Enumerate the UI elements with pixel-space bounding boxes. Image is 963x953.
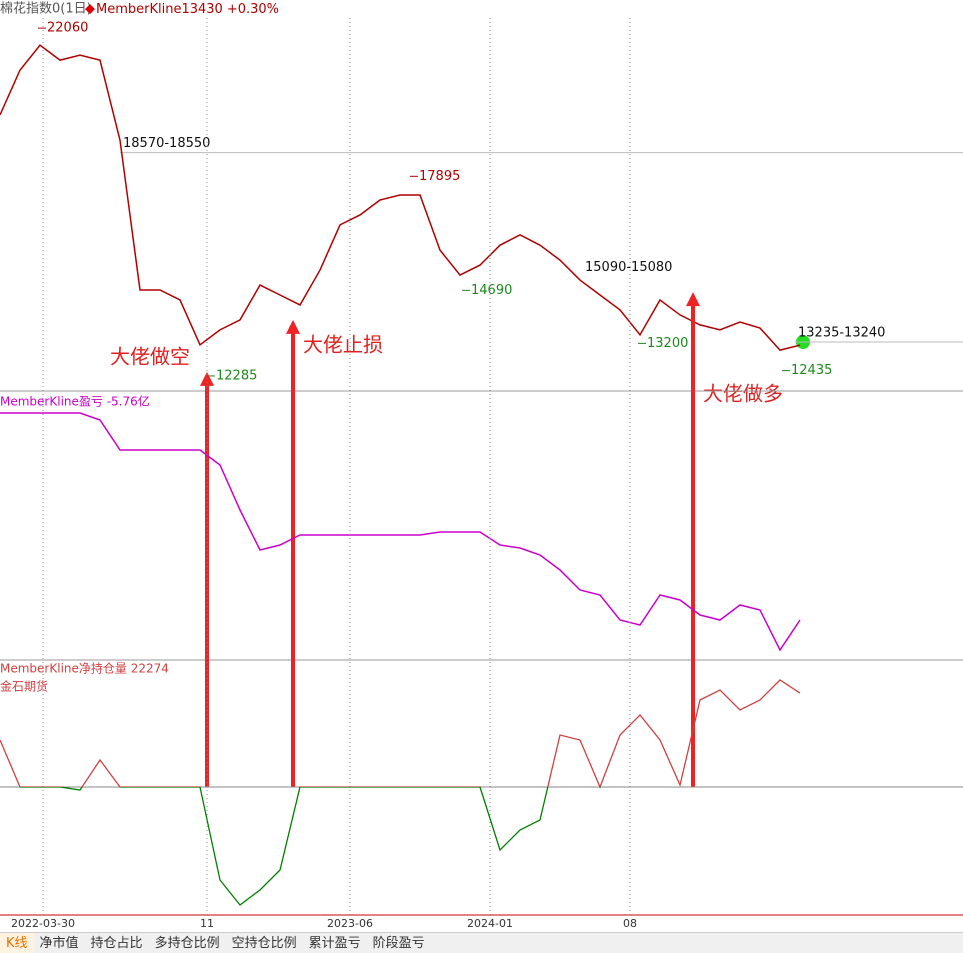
- arrow-label: 大佬做空: [110, 345, 190, 369]
- series-line: [19, 786, 681, 906]
- arrow-label: 大佬止损: [303, 333, 383, 357]
- point-label: 12435: [791, 363, 832, 378]
- chart: 棉花指数0(1日) ◆ MemberKline13430 +0.30% 大佬做空 …: [0, 1, 963, 930]
- series-line: [0, 679, 801, 787]
- tab[interactable]: 多持仓比例: [154, 936, 220, 951]
- tab[interactable]: 累计盈亏: [308, 936, 361, 951]
- x-tick-label: 2024-01: [467, 917, 513, 930]
- arrow-head: [686, 292, 700, 307]
- panel-title: MemberKline盈亏 -5.76亿: [0, 394, 150, 409]
- change: +0.30%: [227, 2, 279, 17]
- point-label: 17895: [419, 169, 460, 184]
- level-label: 15090-15080: [585, 260, 672, 275]
- level-label: 18570-18550: [123, 136, 210, 151]
- x-tick-label: 2023-06: [327, 917, 373, 930]
- tab[interactable]: 净市值: [39, 936, 79, 951]
- tab[interactable]: 持仓占比: [90, 936, 143, 951]
- price: 13430: [181, 2, 222, 17]
- diamond: ◆: [85, 2, 95, 17]
- tab[interactable]: 阶段盈亏: [372, 936, 425, 951]
- x-tick-label: 08: [623, 917, 637, 930]
- arrow-head: [286, 319, 300, 334]
- level-label: 13235-13240: [798, 326, 885, 341]
- x-tick-label: 2022-03-30: [11, 917, 75, 930]
- series-line: [0, 412, 801, 652]
- arrow-label: 大佬做多: [703, 382, 783, 406]
- tab[interactable]: 空持仓比例: [231, 936, 297, 951]
- x-tick-label: 11: [200, 917, 214, 930]
- instrument: 棉花指数0(1日): [0, 1, 92, 17]
- panel-subtitle: 金石期货: [0, 679, 48, 694]
- series-line: [0, 44, 801, 351]
- point-label: 22060: [47, 21, 88, 36]
- header-series: MemberKline13430 +0.30%: [96, 2, 279, 17]
- point-label: 13200: [647, 336, 688, 351]
- panel-title: MemberKline净持仓量 22274: [0, 661, 169, 676]
- tab[interactable]: K线: [0, 933, 34, 953]
- point-label: 12285: [216, 368, 257, 383]
- series-name: MemberKline: [96, 2, 181, 17]
- point-label: 14690: [471, 283, 512, 298]
- tab-bar: K线 净市值 持仓占比 多持仓比例 空持仓比例 累计盈亏 阶段盈亏: [0, 932, 963, 953]
